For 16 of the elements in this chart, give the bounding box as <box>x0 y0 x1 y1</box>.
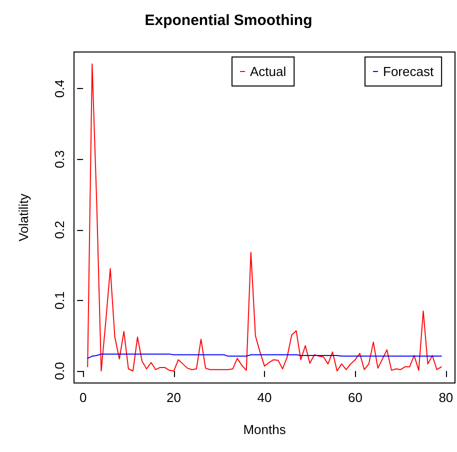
x-tick-label: 0 <box>79 390 87 405</box>
chart-title: Exponential Smoothing <box>144 12 312 29</box>
y-tick-label: 0.4 <box>52 80 67 98</box>
x-tick-label: 80 <box>438 390 454 405</box>
y-tick-label: 0.3 <box>52 150 67 168</box>
legend-label: Actual <box>250 64 286 79</box>
y-tick-label: 0.2 <box>52 220 67 239</box>
x-axis-title: Months <box>243 422 286 437</box>
x-tick-label: 60 <box>348 390 362 405</box>
legend-label: Forecast <box>383 64 434 79</box>
y-axis-title: Volatility <box>16 193 31 242</box>
y-tick-label: 0.0 <box>52 362 67 380</box>
line-series <box>87 64 442 372</box>
x-tick-label: 20 <box>166 390 182 405</box>
y-tick-label: 0.1 <box>52 291 67 310</box>
x-tick-label: 40 <box>257 390 272 405</box>
